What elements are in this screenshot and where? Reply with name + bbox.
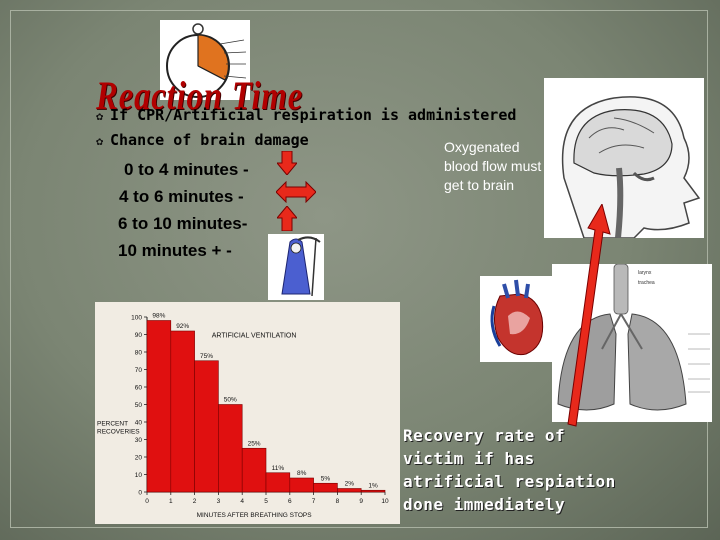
double-arrow-icon — [276, 181, 316, 203]
y-tick-label: 90 — [135, 332, 143, 339]
y-axis-label-line: PERCENT — [97, 421, 128, 428]
x-tick-label: 7 — [312, 498, 316, 505]
y-tick-label: 100 — [131, 315, 142, 322]
x-tick-label: 5 — [264, 498, 268, 505]
bar-value-label: 11% — [272, 465, 285, 472]
x-tick-label: 1 — [169, 498, 173, 505]
x-tick-label: 9 — [359, 498, 363, 505]
recovery-note-line: Recovery rate of — [403, 426, 566, 445]
x-tick-label: 6 — [288, 498, 292, 505]
bullet-text: If CPR/Artificial respiration is adminis… — [110, 106, 517, 124]
chart-bar — [170, 330, 195, 493]
recovery-note-line: victim if has — [403, 449, 535, 468]
y-axis-label-line: RECOVERIES — [97, 429, 140, 436]
x-tick-label: 0 — [145, 498, 149, 505]
slide-title: Reaction Time — [96, 73, 304, 118]
timeline-item: 6 to 10 minutes- — [118, 214, 248, 233]
x-tick-label: 10 — [381, 498, 389, 505]
down-arrow-icon — [277, 151, 297, 175]
larynx-label: larynx — [638, 270, 652, 276]
y-tick-label: 60 — [135, 385, 143, 392]
chart-bar — [146, 320, 172, 493]
y-tick-label: 10 — [135, 472, 143, 479]
bar-value-label: 1% — [368, 482, 378, 489]
bar-value-label: 75% — [200, 353, 213, 360]
recovery-note-line: atrificial respiation — [403, 472, 616, 491]
x-tick-label: 8 — [336, 498, 340, 505]
y-tick-label: 80 — [135, 350, 143, 357]
bullet-cpr: ✿ If CPR/Artificial respiration is admini… — [96, 106, 516, 124]
timeline-item: 0 to 4 minutes - — [124, 160, 249, 179]
chart-bar — [289, 477, 314, 493]
chart-bar — [218, 404, 243, 493]
bar-value-label: 98% — [152, 313, 165, 320]
bullet-brain-damage: ✿ Chance of brain damage — [96, 131, 309, 149]
y-tick-label: 20 — [135, 455, 143, 462]
timeline-item: 10 minutes + - — [118, 241, 232, 260]
heart-illustration — [480, 276, 552, 362]
timeline-list: 0 to 4 minutes - 4 to 6 minutes - 6 to 1… — [118, 156, 249, 264]
bar-value-label: 50% — [224, 397, 237, 404]
recovery-note: Recovery rate of victim if has atrificia… — [403, 424, 616, 516]
x-tick-label: 2 — [193, 498, 197, 505]
bar-value-label: 25% — [248, 440, 261, 447]
brain-illustration — [544, 78, 704, 238]
y-tick-label: 30 — [135, 437, 143, 444]
chart-bar — [265, 472, 291, 493]
x-tick-label: 4 — [240, 498, 244, 505]
y-tick-label: 40 — [135, 420, 143, 427]
grim-reaper-icon — [268, 234, 324, 300]
bar-value-label: 5% — [321, 475, 331, 482]
timeline-item: 4 to 6 minutes - — [119, 187, 244, 206]
bar-value-label: 92% — [176, 323, 189, 330]
x-tick-label: 3 — [217, 498, 221, 505]
y-tick-label: 0 — [138, 490, 142, 497]
bar-value-label: 8% — [297, 470, 307, 477]
chart-bar — [313, 482, 338, 493]
chart-bar — [194, 360, 219, 493]
x-axis-label: MINUTES AFTER BREATHING STOPS — [197, 512, 313, 519]
stopwatch-icon — [160, 20, 250, 100]
up-arrow-icon — [277, 206, 297, 231]
chart-bar — [360, 489, 386, 493]
recovery-chart-panel: 0 10 20 30 40 50 60 70 80 90 100 0 1 2 3 4 5 6 7 8 9 10 98% 92%… — [95, 302, 400, 524]
chart-bar — [337, 488, 362, 493]
bullet-marker-icon: ✿ — [96, 134, 104, 148]
red-pointer-arrow-icon — [567, 204, 611, 427]
oxygen-note: Oxygenated blood flow must get to brain — [444, 139, 542, 193]
bullet-text: Chance of brain damage — [110, 131, 309, 149]
bullet-marker-icon: ✿ — [96, 109, 104, 123]
trachea-label: trachea — [638, 280, 655, 286]
bar-value-label: 2% — [345, 481, 355, 488]
recovery-bar-chart: 0 10 20 30 40 50 60 70 80 90 100 0 1 2 3 4 5 6 7 8 9 10 98% 92%… — [97, 313, 389, 520]
y-tick-label: 50 — [135, 402, 143, 409]
y-tick-label: 70 — [135, 367, 143, 374]
chart-title: ARTIFICIAL VENTILATION — [212, 333, 297, 340]
chart-bar — [241, 447, 267, 493]
recovery-note-line: done immediately — [403, 495, 566, 514]
